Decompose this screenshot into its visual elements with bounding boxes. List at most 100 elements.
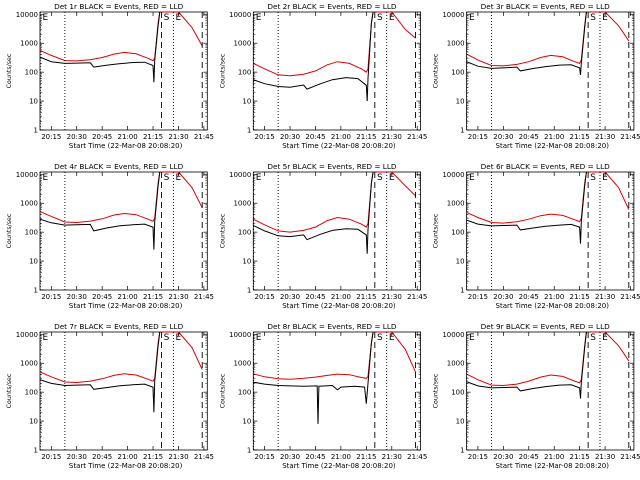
x-tick-label: 20:45 (519, 453, 539, 461)
plot-frame (466, 331, 635, 451)
x-tick-label: 21:30 (168, 133, 188, 141)
y-tick-label: 1000 (447, 360, 465, 368)
marker-label: E (602, 13, 608, 23)
y-axis-label: Counts/sec (433, 213, 440, 248)
x-tick-label: 20:15 (255, 453, 275, 461)
x-tick-label: 21:30 (168, 453, 188, 461)
marker-label: S (164, 13, 170, 23)
y-tick-label: 10 (456, 258, 465, 266)
series-line (40, 332, 161, 413)
marker-label: E (469, 13, 475, 23)
y-tick-label: 1000 (20, 200, 38, 208)
series-line (40, 172, 203, 224)
y-tick-label: 1000 (233, 200, 251, 208)
y-tick-label: 10000 (229, 171, 251, 179)
y-tick-label: 1000 (447, 40, 465, 48)
plot-frame (39, 331, 208, 451)
y-tick-label: 100 (25, 229, 38, 237)
x-tick-label: 21:00 (118, 133, 138, 141)
x-axis-label: Start Time (22-Mar-08 20:08:20) (496, 142, 610, 150)
marker-label: S (590, 333, 596, 343)
y-tick-label: 1 (460, 127, 464, 135)
x-tick-label: 21:45 (194, 133, 214, 141)
y-tick-label: 1000 (447, 200, 465, 208)
x-tick-label: 20:30 (493, 453, 513, 461)
x-tick-label: 21:15 (143, 453, 163, 461)
detector-panel: Det 3r BLACK = Events, RED = LLD 1 10 100 10… (433, 2, 640, 150)
chart-title: Det 6r BLACK = Events, RED = LLD (481, 162, 611, 171)
y-tick-label: 10000 (442, 11, 464, 19)
x-tick-label: 21:00 (118, 293, 138, 301)
series-line (466, 12, 587, 75)
series-line (466, 12, 630, 67)
x-tick-label: 21:45 (194, 293, 214, 301)
y-tick-label: 10 (29, 418, 38, 426)
x-tick-label: 21:00 (331, 133, 351, 141)
x-tick-label: 20:30 (67, 453, 87, 461)
x-tick-label: 21:15 (356, 453, 376, 461)
x-tick-label: 21:15 (143, 133, 163, 141)
marker-label: E (256, 173, 262, 183)
marker-label: E (176, 13, 182, 23)
x-tick-label: 21:45 (407, 453, 427, 461)
y-tick-label: 1000 (233, 360, 251, 368)
x-tick-label: 21:15 (356, 133, 376, 141)
x-tick-label: 21:45 (194, 453, 214, 461)
marker-label: E (176, 173, 182, 183)
x-tick-label: 20:45 (92, 453, 112, 461)
y-tick-label: 10000 (229, 331, 251, 339)
x-tick-label: 21:30 (168, 293, 188, 301)
x-tick-label: 21:30 (595, 293, 615, 301)
y-axis-label: Counts/sec (6, 373, 13, 408)
x-tick-label: 20:45 (305, 453, 325, 461)
x-tick-label: 20:15 (255, 293, 275, 301)
x-axis-label: Start Time (22-Mar-08 20:08:20) (282, 462, 396, 470)
x-tick-label: 21:15 (143, 293, 163, 301)
x-tick-label: 21:30 (382, 453, 402, 461)
chart-title: Det 1r BLACK = Events, RED = LLD (54, 2, 184, 11)
x-tick-label: 21:45 (407, 293, 427, 301)
x-tick-label: 21:00 (544, 133, 564, 141)
series-line (466, 172, 587, 244)
marker-label: E (42, 173, 48, 183)
x-tick-label: 20:30 (67, 293, 87, 301)
y-tick-label: 1000 (20, 40, 38, 48)
x-tick-label: 21:00 (118, 453, 138, 461)
marker-label: S (164, 333, 170, 343)
x-tick-label: 21:00 (544, 453, 564, 461)
y-tick-label: 1 (34, 287, 38, 295)
marker-label: E (469, 333, 475, 343)
chart-title: Det 5r BLACK = Events, RED = LLD (267, 162, 397, 171)
y-tick-label: 1 (247, 127, 251, 135)
y-tick-label: 100 (238, 389, 251, 397)
y-tick-label: 10000 (16, 171, 38, 179)
marker-label: E (389, 13, 395, 23)
x-tick-label: 21:15 (570, 293, 590, 301)
marker-label: E (42, 13, 48, 23)
plot-frame (466, 11, 635, 131)
marker-label: S (590, 13, 596, 23)
x-axis-label: Start Time (22-Mar-08 20:08:20) (69, 462, 183, 470)
y-tick-label: 10 (456, 418, 465, 426)
marker-label: E (256, 13, 262, 23)
chart-title: Det 4r BLACK = Events, RED = LLD (54, 162, 184, 171)
y-tick-label: 10000 (442, 171, 464, 179)
plot-frame (252, 331, 422, 451)
series-line (253, 12, 374, 102)
x-tick-label: 20:30 (280, 293, 300, 301)
x-axis-label: Start Time (22-Mar-08 20:08:20) (282, 142, 396, 150)
plot-frame (39, 171, 208, 291)
marker-label: E (469, 173, 475, 183)
x-axis-label: Start Time (22-Mar-08 20:08:20) (496, 302, 610, 310)
y-tick-label: 10000 (16, 331, 38, 339)
detector-panel: Det 7r BLACK = Events, RED = LLD 1 10 100 10… (6, 322, 214, 470)
marker-label: S (590, 173, 596, 183)
x-tick-label: 20:15 (468, 453, 488, 461)
x-tick-label: 20:45 (305, 133, 325, 141)
series-line (40, 332, 203, 384)
detector-panel: Det 5r BLACK = Events, RED = LLD 1 10 100 10… (219, 162, 427, 310)
marker-label: S (377, 173, 383, 183)
y-tick-label: 10000 (442, 331, 464, 339)
series-line (253, 12, 416, 77)
